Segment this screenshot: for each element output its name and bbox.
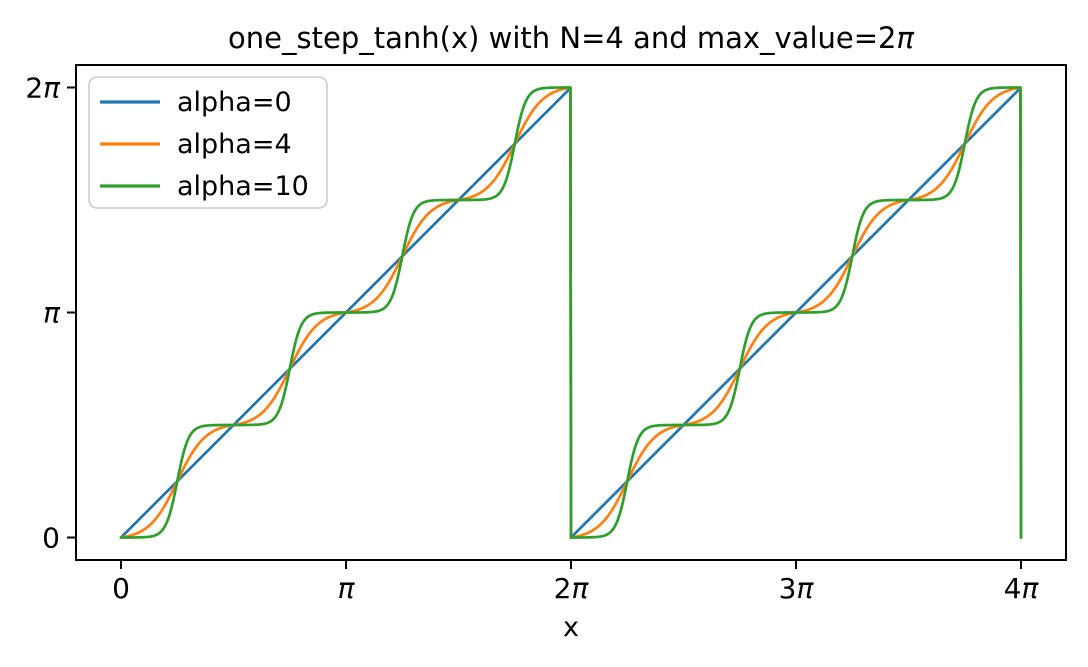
x-axis-ticks: 0 π 2π 3π 4π [112,560,1039,605]
y-axis-ticks: 0 π 2π [25,72,76,555]
legend-box [88,76,328,209]
legend-label: alpha=0 [177,87,292,118]
x-axis-label: x [563,612,579,643]
x-tick-label: 3π [779,572,815,605]
series-line-alpha-10 [119,86,1023,539]
x-tick-label: 2π [554,572,590,605]
legend: alpha=0 alpha=4 alpha=10 [88,76,328,209]
y-tick-label: 0 [42,522,60,555]
series-lines [119,86,1023,539]
legend-label: alpha=4 [177,129,292,160]
x-tick-label: 4π [1004,572,1040,605]
y-tick-label: 2π [25,72,61,105]
chart-title: one_step_tanh(x) with N=4 and max_value=… [228,21,914,55]
x-tick-label: π [338,572,356,605]
x-tick-label: 0 [112,572,130,605]
y-tick-label: π [43,297,61,330]
legend-label: alpha=10 [177,171,309,202]
